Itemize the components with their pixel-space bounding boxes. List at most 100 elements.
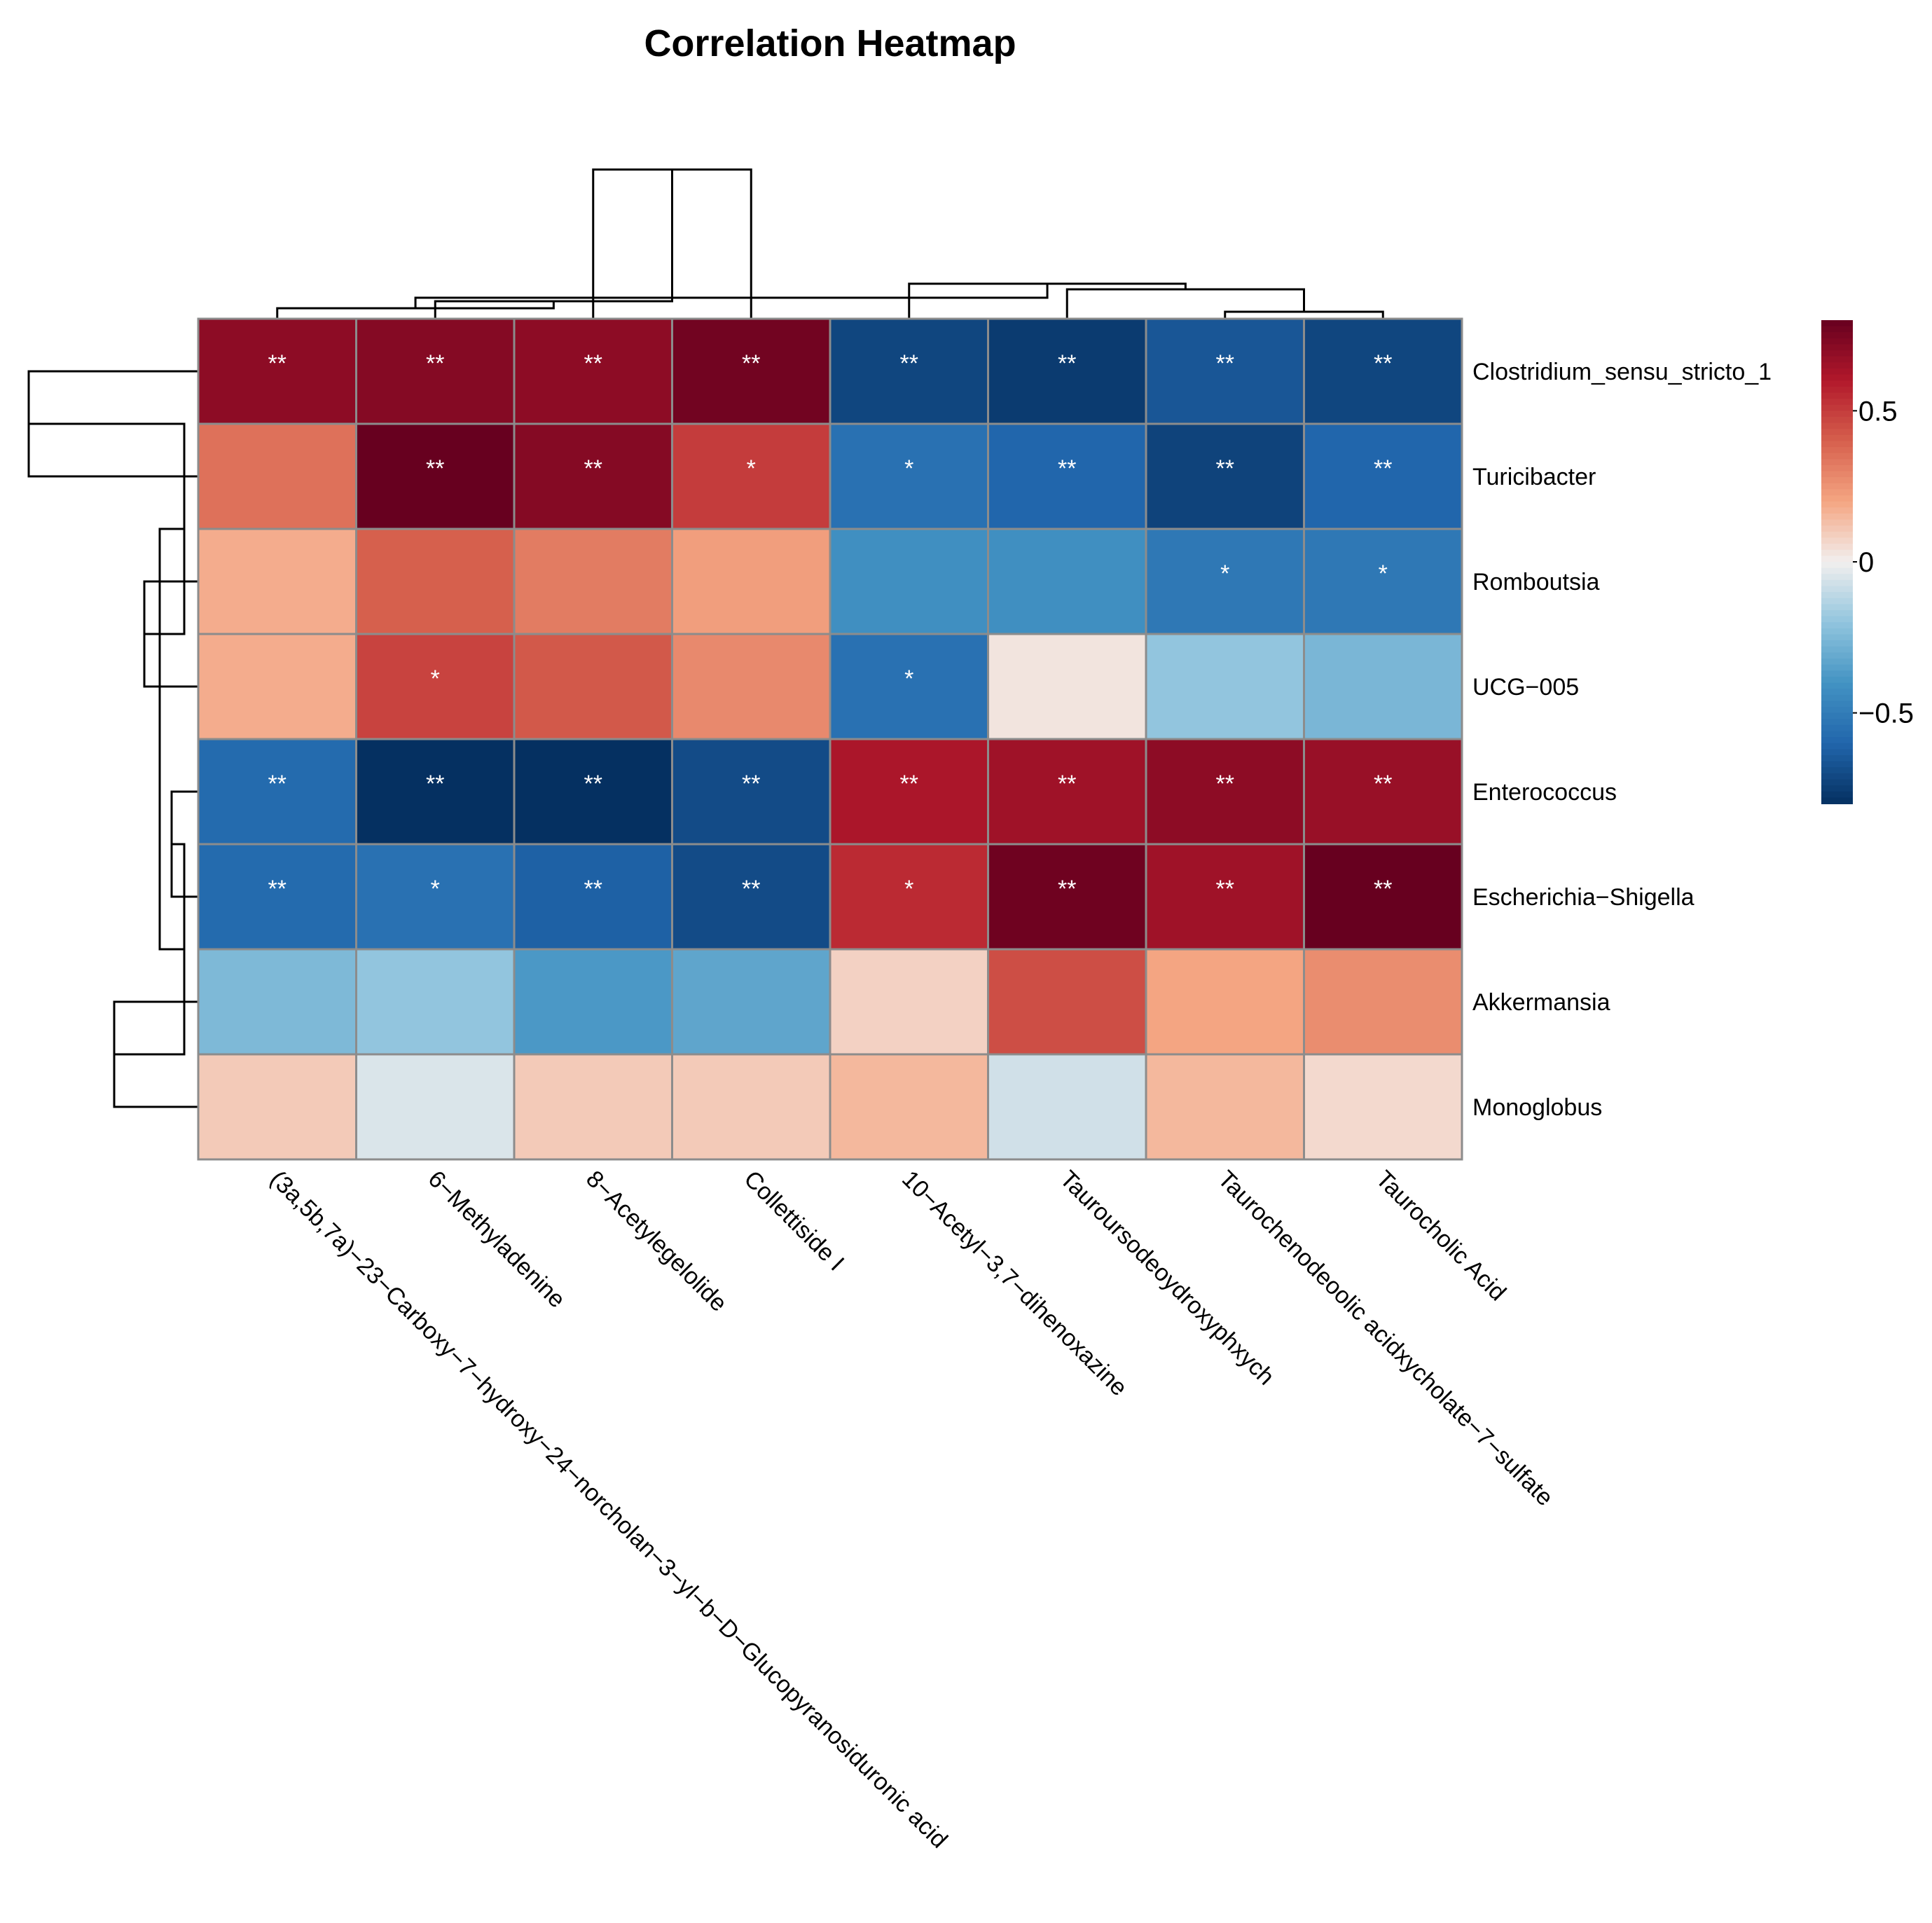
heatmap-cell [671, 633, 832, 740]
heatmap-cell [1303, 422, 1463, 530]
heatmap-cell [987, 528, 1147, 635]
dendrogram-branch [1065, 288, 1305, 320]
chart-title: Correlation Heatmap [644, 22, 1016, 64]
colorbar-segment [1821, 719, 1853, 726]
row-dendrogram [27, 370, 200, 1108]
colorbar-segment [1821, 659, 1853, 666]
colorbar-segment [1821, 755, 1853, 762]
colorbar-segment [1821, 592, 1853, 599]
row-label: Enterococcus [1472, 779, 1617, 806]
colorbar-segment [1821, 634, 1853, 642]
heatmap-cell [1303, 528, 1463, 635]
colorbar-segment [1821, 380, 1853, 387]
colorbar-segment [1821, 646, 1853, 654]
heatmap-cell [1145, 422, 1305, 530]
heatmap-cell [829, 843, 989, 951]
heatmap-cell [671, 317, 832, 425]
colorbar-segment [1821, 422, 1853, 430]
heatmap-cell [355, 528, 516, 635]
heatmap-cell [197, 317, 357, 425]
significance-label: * [904, 666, 913, 692]
colorbar-segment [1821, 604, 1853, 611]
heatmap-cell [1145, 528, 1305, 635]
colorbar-tick-label: −0.5 [1858, 698, 1914, 729]
colorbar-segment [1821, 628, 1853, 635]
heatmap-cell [987, 1053, 1147, 1161]
heatmap-cell [513, 1053, 673, 1161]
significance-label: ** [1216, 455, 1234, 482]
colorbar-segment [1821, 344, 1853, 352]
significance-label: ** [584, 350, 602, 377]
colorbar-segment [1821, 670, 1853, 677]
colorbar-segment [1821, 652, 1853, 659]
column-label: (3a,5b,7a)−23−Carboxy−7−hydroxy−24−norch… [265, 1166, 953, 1854]
colorbar-segment [1821, 441, 1853, 448]
colorbar-segment [1821, 404, 1853, 412]
colorbar-segment [1821, 694, 1853, 702]
significance-label: ** [426, 350, 444, 377]
colorbar-segment [1821, 501, 1853, 509]
colorbar-segment [1821, 417, 1853, 424]
colorbar-segment [1821, 785, 1853, 792]
heatmap-cell [671, 738, 832, 846]
heatmap-cell [355, 738, 516, 846]
heatmap-cell [197, 948, 357, 1056]
heatmap-cell [355, 948, 516, 1056]
colorbar-segment [1821, 586, 1853, 593]
column-label: Collettiside I [739, 1166, 850, 1276]
colorbar-segment [1821, 773, 1853, 780]
significance-label: ** [1058, 455, 1076, 482]
colorbar-segment [1821, 386, 1853, 394]
row-label: Clostridium_sensu_stricto_1 [1472, 359, 1772, 385]
colorbar-segment [1821, 495, 1853, 502]
significance-label: ** [268, 350, 287, 377]
heatmap-cell [829, 422, 989, 530]
significance-label: ** [1374, 455, 1392, 482]
heatmap-cell [671, 1053, 832, 1161]
significance-label: ** [1058, 350, 1076, 377]
heatmap-cell [829, 948, 989, 1056]
heatmap-cell [1303, 633, 1463, 740]
heatmap-cell [513, 528, 673, 635]
column-label: Taurocholic Acid [1371, 1166, 1512, 1307]
heatmap-cell [829, 738, 989, 846]
heatmap-cell [987, 948, 1147, 1056]
colorbar-segment [1821, 507, 1853, 514]
significance-label: ** [426, 771, 444, 797]
colorbar-segment [1821, 562, 1853, 569]
significance-label: ** [1216, 350, 1234, 377]
heatmap-cell [513, 422, 673, 530]
colorbar-segment [1821, 537, 1853, 545]
heatmap-cell [829, 528, 989, 635]
colorbar-segment [1821, 489, 1853, 497]
colorbar-segment [1821, 664, 1853, 672]
significance-label: ** [584, 455, 602, 482]
heatmap-cell [513, 633, 673, 740]
colorbar-segment [1821, 368, 1853, 375]
colorbar-segment [1821, 399, 1853, 406]
significance-label: * [747, 455, 756, 482]
heatmap-cell [987, 317, 1147, 425]
colorbar-segment [1821, 453, 1853, 460]
colorbar-segment [1821, 392, 1853, 400]
colorbar-segment [1821, 779, 1853, 787]
dendrogram-branch [414, 282, 1049, 310]
significance-label: ** [1058, 771, 1076, 797]
colorbar-segment [1821, 338, 1853, 345]
heatmap-cell [355, 317, 516, 425]
significance-label: ** [1374, 350, 1392, 377]
significance-label: * [1220, 560, 1229, 587]
colorbar-segment [1821, 724, 1853, 732]
colorbar-legend: 0.5 0 −0.5 [1821, 320, 1914, 804]
significance-label: ** [742, 350, 760, 377]
row-label: Akkermansia [1472, 989, 1610, 1016]
heatmap-cell [197, 528, 357, 635]
dendrogram-branch [434, 168, 673, 320]
colorbar-segment [1821, 749, 1853, 756]
heatmap-cell [513, 948, 673, 1056]
significance-label: * [431, 666, 440, 692]
colorbar-segment [1821, 737, 1853, 744]
heatmap-cell [1145, 1053, 1305, 1161]
colorbar-segment [1821, 320, 1853, 327]
